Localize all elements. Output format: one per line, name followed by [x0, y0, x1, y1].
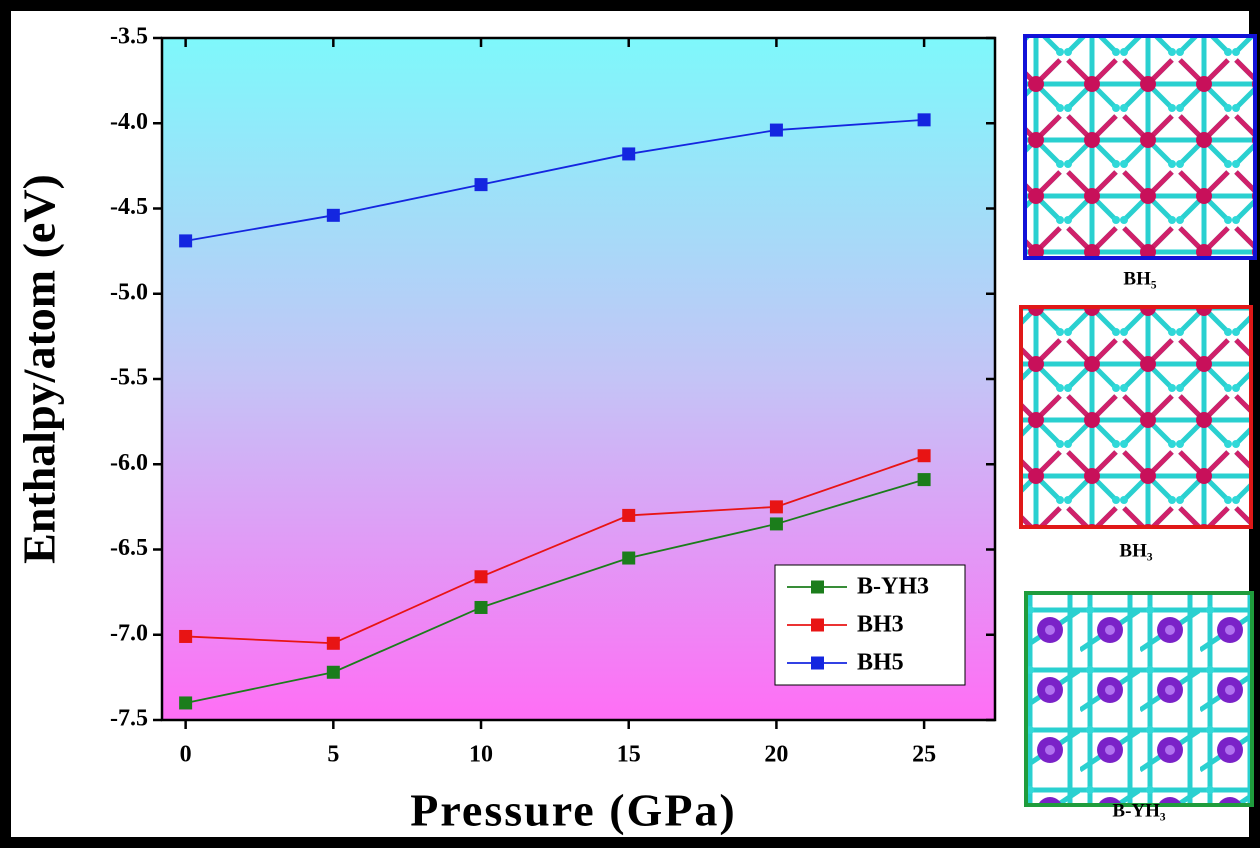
y-tick-label: -3.5 [110, 24, 148, 50]
y-axis-label: Enthalpy/atom (eV) [14, 174, 65, 564]
data-point [179, 234, 192, 247]
y-tick-label: -6.0 [110, 450, 148, 476]
legend-marker [811, 619, 824, 632]
x-tick-label: 15 [617, 742, 641, 768]
data-point [179, 630, 192, 643]
structure-image [1026, 593, 1252, 805]
data-point [622, 552, 635, 565]
y-tick-label: -7.0 [110, 620, 148, 646]
data-point [622, 509, 635, 522]
x-tick-label: 25 [912, 742, 936, 768]
x-tick-label: 5 [327, 742, 339, 768]
data-point [327, 209, 340, 222]
data-point [918, 473, 931, 486]
structure-image [1021, 307, 1251, 527]
structure-label: BH₃ [1119, 540, 1152, 561]
chart: -3.5 -4.0 -4.5 -5.0 -5.5 -6.0 -6.5 -7.0 -7.5 0 5 10… [0, 0, 1260, 848]
x-axis-label: Pressure (GPa) [410, 785, 737, 836]
data-point [327, 637, 340, 650]
y-tick-label: -4.0 [110, 109, 148, 135]
data-point [327, 666, 340, 679]
structure-image [1025, 36, 1255, 258]
legend-label: BH3 [857, 612, 904, 638]
insets [1021, 36, 1255, 805]
legend-marker [811, 581, 824, 594]
structure-label: BH₅ [1123, 268, 1156, 289]
data-point [918, 113, 931, 126]
y-tick-label: -4.5 [110, 194, 148, 220]
data-point [475, 601, 488, 614]
legend-label: B-YH3 [857, 574, 929, 600]
data-point [770, 124, 783, 137]
y-tick-label: -7.5 [110, 706, 148, 732]
legend: B-YH3 BH3 BH5 [775, 565, 965, 685]
data-point [918, 449, 931, 462]
x-tick-label: 20 [764, 742, 788, 768]
y-tick-label: -5.5 [110, 365, 148, 391]
data-point [770, 517, 783, 530]
data-point [770, 500, 783, 513]
y-tick-label: -6.5 [110, 535, 148, 561]
data-point [475, 570, 488, 583]
data-point [179, 696, 192, 709]
x-tick-label: 10 [469, 742, 493, 768]
data-point [475, 178, 488, 191]
legend-label: BH5 [857, 650, 904, 676]
legend-marker [811, 657, 824, 670]
y-tick-label: -5.0 [110, 279, 148, 305]
data-point [622, 147, 635, 160]
x-tick-label: 0 [180, 742, 192, 768]
structure-label: B-YH₃ [1112, 800, 1166, 821]
